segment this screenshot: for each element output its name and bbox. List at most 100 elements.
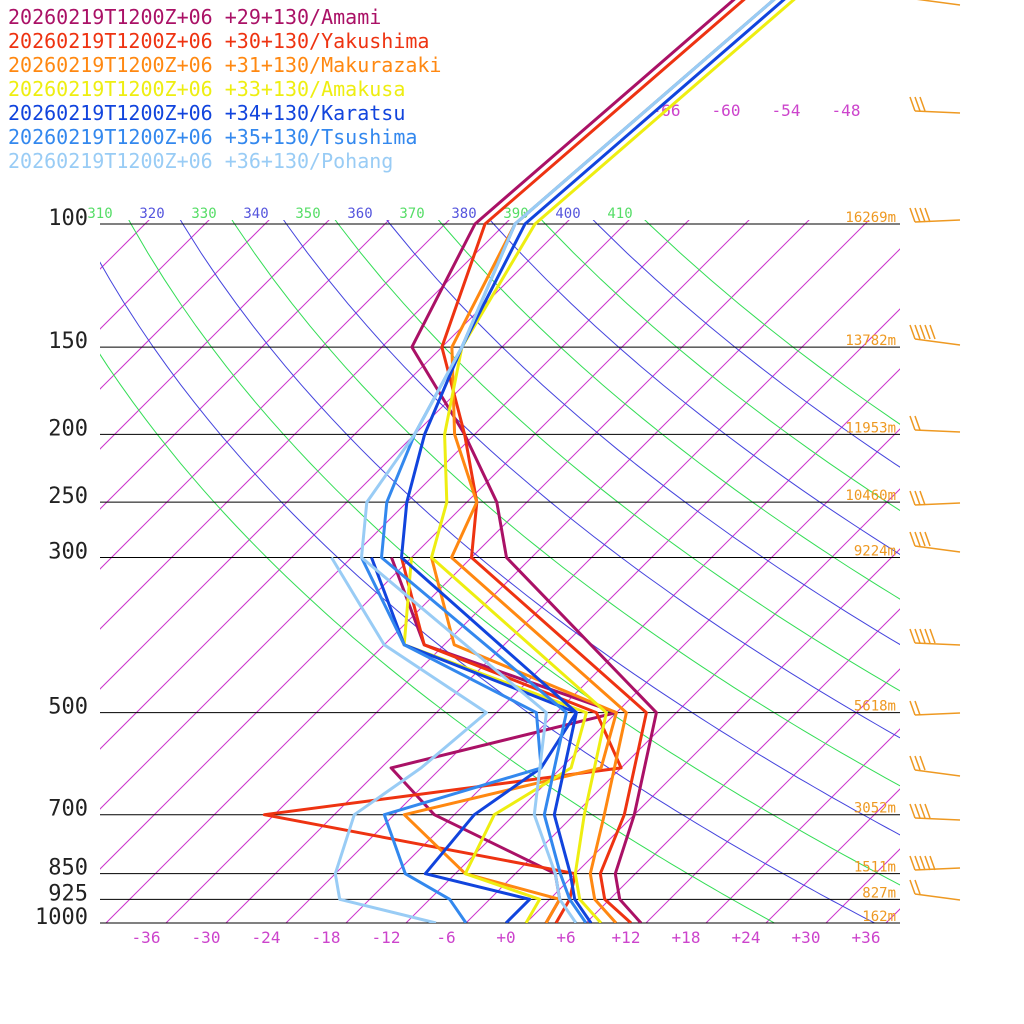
wind-barb-flag [909, 490, 916, 506]
mixing-ratio-labels: -66 -60 -54 -48 [652, 101, 861, 120]
isotherm-line [525, 548, 900, 923]
theta-label: 330 [191, 206, 216, 222]
wind-barbs [909, 0, 961, 901]
temperature-tick-label: +12 [612, 928, 641, 947]
isotherm-line [405, 428, 900, 923]
wind-barb-flag [909, 324, 916, 340]
wind-barb-shaft [916, 0, 961, 6]
wind-barb [909, 324, 961, 346]
legend-entry: 20260219T1200Z+06 +36+130/Pohang [8, 149, 393, 173]
isotherm-line [0, 156, 33, 923]
wind-barb-flag [909, 755, 916, 771]
temperature-tick-label: -18 [312, 928, 341, 947]
theta-label: 370 [399, 206, 424, 222]
isotherm-line [345, 368, 900, 923]
pressure-label: 250 [48, 484, 88, 509]
wind-barb-flag [914, 415, 921, 431]
mixing-ratio-label: -54 [772, 101, 801, 120]
wind-barb-flag [924, 324, 931, 340]
wind-barb-shaft [914, 817, 961, 821]
temperature-tick-label: -30 [192, 928, 221, 947]
wind-barb [909, 755, 961, 777]
wind-barb-flag [909, 855, 916, 871]
wind-barb-flag [914, 879, 921, 895]
dewpoint-line [402, 557, 618, 923]
wind-barb [909, 207, 961, 223]
isotherm-line [100, 220, 750, 870]
height-label: 10460m [845, 488, 896, 504]
wind-barb-shaft [914, 502, 961, 506]
legend: 20260219T1200Z+06 +29+130/Amami20260219T… [8, 5, 441, 173]
dewpoint-line [360, 556, 543, 923]
wind-barb-flag [919, 490, 926, 506]
wind-barb-flag [924, 531, 931, 547]
temperature-tick-label: -12 [372, 928, 401, 947]
height-label: 11953m [845, 420, 896, 436]
wind-barb-flag [919, 531, 926, 547]
theta-label: 400 [555, 206, 580, 222]
theta-label: 320 [139, 206, 164, 222]
pressure-label: 850 [48, 856, 88, 881]
pressure-label: 150 [48, 329, 88, 354]
theta-label: 340 [243, 206, 268, 222]
dewpoint-line [330, 556, 488, 923]
dry-adiabat-line [541, 220, 900, 512]
wind-barb-shaft [914, 219, 961, 223]
pressure-label: 500 [48, 695, 88, 720]
wind-barb-shaft [914, 867, 961, 871]
isotherm-line [105, 220, 810, 923]
wind-barb-flag [909, 879, 916, 895]
wind-barb-flag [929, 855, 936, 871]
temperature-tick-label: +0 [496, 928, 515, 947]
isotherm-line [1006, 156, 1024, 923]
isotherm-line [100, 220, 390, 510]
wind-barb-flag [924, 207, 931, 223]
wind-barb-flag [919, 324, 926, 340]
wind-barb-flag [919, 96, 926, 112]
wind-barb-shaft [914, 893, 961, 901]
wind-barb-flag [919, 628, 926, 644]
height-label: 9224m [854, 544, 896, 560]
temperature-tick-label: -6 [436, 928, 455, 947]
isotherm-line [165, 220, 870, 923]
height-label: 5618m [854, 699, 896, 715]
height-label: 827m [862, 885, 896, 901]
wind-barb-shaft [914, 769, 961, 777]
wind-barb [909, 628, 961, 646]
isotherm-line [585, 608, 900, 923]
dry-adiabat-line [231, 220, 900, 787]
temperature-tick-label: +30 [792, 928, 821, 947]
isotherm-line [765, 788, 900, 923]
temperature-line [440, 0, 746, 923]
theta-label: 410 [607, 206, 632, 222]
wind-barb [909, 879, 961, 901]
dewpoint-line [370, 556, 578, 923]
temperature-tick-label: -36 [132, 928, 161, 947]
temperature-line [400, 0, 786, 923]
wind-barb-flag [924, 628, 931, 644]
pressure-label: 1000 [35, 905, 88, 930]
wind-barb [909, 96, 961, 114]
temperature-tick-label: -24 [252, 928, 281, 947]
isotherm-line [100, 220, 210, 330]
wind-barb-flag [919, 207, 926, 223]
wind-barb-flag [919, 803, 926, 819]
wind-barb-shaft [914, 429, 961, 433]
dry-adiabat-line [489, 220, 900, 556]
wind-barb-flag [914, 700, 921, 716]
theta-label: 310 [87, 206, 112, 222]
wind-barb-flag [909, 415, 916, 431]
dry-adiabat-line [100, 353, 775, 923]
isotherm-lines [0, 156, 1024, 923]
wind-barb-flag [919, 855, 926, 871]
wind-barb-flag [909, 207, 916, 223]
wind-barb-shaft [914, 642, 961, 646]
wind-barb-flag [914, 755, 921, 771]
theta-label: 360 [347, 206, 372, 222]
isotherm-line [100, 220, 450, 570]
pressure-label: 300 [48, 540, 88, 565]
wind-barb-flag [919, 755, 926, 771]
wind-barb-flag [914, 628, 921, 644]
wind-barb-flag [924, 855, 931, 871]
